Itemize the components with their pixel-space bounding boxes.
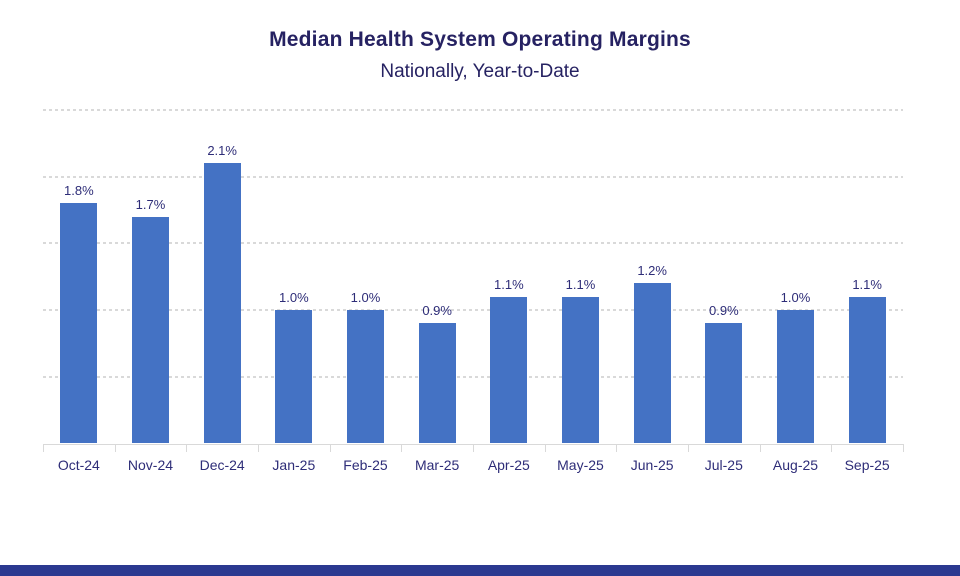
axis-tick (473, 444, 474, 452)
x-axis-label: May-25 (557, 457, 604, 473)
chart-bar-Mar-25 (418, 323, 456, 444)
gridline (43, 175, 903, 178)
bar-value-label: 1.2% (637, 263, 667, 279)
x-axis-label: Sep-25 (844, 457, 890, 473)
chart-bar-Apr-25 (490, 296, 528, 444)
chart-bar-Sep-25 (848, 296, 886, 444)
axis-tick (903, 444, 904, 452)
axis-tick (114, 444, 116, 452)
bar-value-label: 1.1% (852, 276, 882, 292)
bar-value-label: 1.1% (565, 276, 596, 292)
bar-value-label: 1.7% (135, 196, 166, 212)
chart-bar-Jul-25 (705, 323, 743, 444)
chart-bar-Nov-24 (132, 216, 169, 444)
bar-value-label: 1.0% (780, 290, 811, 306)
axis-tick (186, 444, 188, 452)
axis-tick (258, 444, 259, 452)
chart-bar-Jun-25 (633, 283, 671, 444)
x-axis-label: Aug-25 (772, 457, 819, 473)
x-axis-label: Jul-25 (704, 457, 743, 473)
bar-value-label: 2.1% (207, 143, 237, 159)
chart-bar-Oct-24 (60, 203, 98, 444)
bar-value-label: 0.9% (422, 303, 452, 319)
axis-tick (688, 444, 689, 452)
bar-value-label: 1.8% (64, 183, 94, 199)
axis-tick (616, 444, 618, 452)
x-axis-label: Jan-25 (272, 457, 316, 473)
bar-value-label: 1.1% (494, 276, 524, 292)
x-axis-label: Feb-25 (343, 457, 388, 473)
axis-tick (401, 444, 403, 452)
x-axis-label: Jun-25 (630, 457, 674, 473)
chart-title: Median Health System Operating Margins (269, 28, 691, 51)
bar-value-label: 1.0% (350, 290, 381, 306)
x-axis-label: Oct-24 (57, 457, 100, 473)
x-axis-label: Dec-24 (199, 457, 245, 473)
axis-tick (544, 444, 546, 452)
x-axis-label: Nov-24 (127, 457, 174, 473)
chart-bar-May-25 (562, 296, 599, 444)
chart-subtitle: Nationally, Year-to-Date (380, 61, 580, 82)
bar-value-label: 0.9% (709, 303, 739, 319)
axis-tick (329, 444, 331, 452)
x-axis-label: Mar-25 (414, 457, 460, 473)
axis-tick (43, 444, 44, 452)
chart-bar-Dec-24 (203, 163, 241, 444)
gridline (43, 109, 903, 111)
chart-bar-Jan-25 (275, 310, 313, 444)
footer-accent-bar (0, 565, 960, 576)
x-axis-label: Apr-25 (487, 457, 530, 473)
axis-tick (831, 444, 833, 452)
gridline (43, 309, 903, 312)
gridline (43, 375, 903, 378)
chart-bar-Feb-25 (347, 310, 384, 444)
bar-value-label: 1.0% (279, 290, 309, 306)
axis-tick (759, 444, 761, 452)
gridline (43, 242, 903, 245)
chart-bar-Aug-25 (777, 310, 814, 444)
